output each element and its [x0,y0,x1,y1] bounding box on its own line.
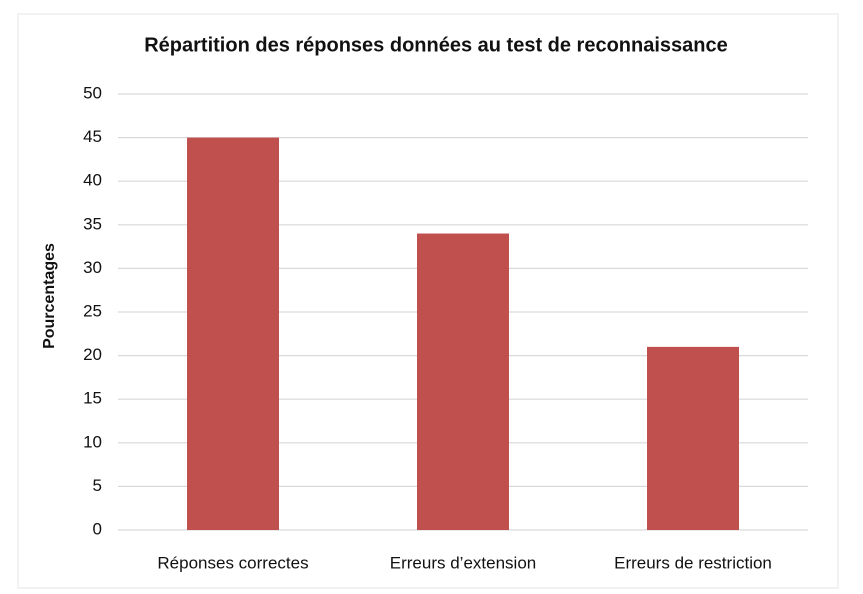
y-tick-label: 50 [83,83,102,102]
y-tick-label: 15 [83,389,102,408]
bar [417,233,509,530]
y-tick-label: 0 [93,519,102,538]
y-axis-label: Pourcentages [41,243,58,349]
y-tick-label: 25 [83,301,102,320]
x-tick-label: Erreurs de restriction [614,553,772,572]
y-tick-label: 20 [83,345,102,364]
x-tick-label: Réponses correctes [157,553,308,572]
y-tick-label: 10 [83,432,102,451]
bar [647,346,739,530]
bar [187,137,279,530]
y-tick-label: 45 [83,127,102,146]
chart-title: Répartition des réponses données au test… [144,34,728,56]
y-tick-label: 35 [83,214,102,233]
y-tick-label: 30 [83,258,102,277]
x-tick-label: Erreurs d’extension [390,553,536,572]
y-tick-label: 40 [83,171,102,190]
y-tick-label: 5 [93,476,102,495]
